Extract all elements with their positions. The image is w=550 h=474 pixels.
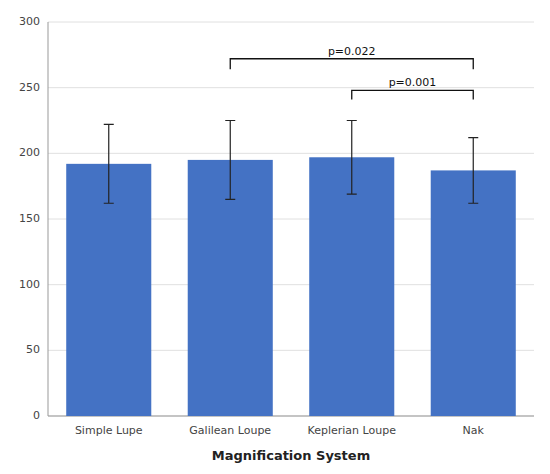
y-tick-label: 300: [19, 15, 40, 28]
y-tick-label: 200: [19, 146, 40, 159]
y-tick-label: 250: [19, 81, 40, 94]
y-tick-label: 50: [26, 343, 40, 356]
bar: [309, 157, 394, 416]
error-bars: [104, 121, 479, 204]
annotation-label: p=0.022: [328, 45, 376, 58]
error-bar: [225, 121, 235, 200]
chart-container: 0 50 100 150 200 250 300 Simple Lupe Galilean Lo…: [0, 0, 550, 474]
bars: [66, 157, 516, 416]
grid-line: [48, 87, 534, 88]
y-axis-line: [48, 22, 49, 416]
grid: [48, 22, 534, 416]
bar: [431, 170, 516, 416]
grid-line: [48, 22, 534, 23]
annotations: p=0.022 p=0.001: [230, 45, 473, 100]
x-tick-label: Simple Lupe: [75, 424, 143, 437]
x-tick-label: Keplerian Loupe: [308, 424, 397, 437]
chart: 0 50 100 150 200 250 300 Simple Lupe Galilean Lo…: [0, 0, 550, 474]
y-tick-label: 150: [19, 212, 40, 225]
x-axis-label: Magnification System: [212, 448, 370, 463]
significance-bracket: [352, 90, 474, 99]
error-bar: [104, 124, 114, 203]
x-tick-label: Nak: [463, 424, 485, 437]
error-bar: [468, 138, 478, 204]
grid-line: [48, 153, 534, 154]
y-tick-label: 0: [33, 409, 40, 422]
axes: 0 50 100 150 200 250 300 Simple Lupe Galilean Lo…: [19, 15, 534, 437]
x-tick-label: Galilean Loupe: [189, 424, 271, 437]
significance-bracket: [230, 59, 473, 70]
error-bar: [347, 121, 357, 195]
annotation-label: p=0.001: [389, 76, 437, 89]
y-tick-label: 100: [19, 278, 40, 291]
